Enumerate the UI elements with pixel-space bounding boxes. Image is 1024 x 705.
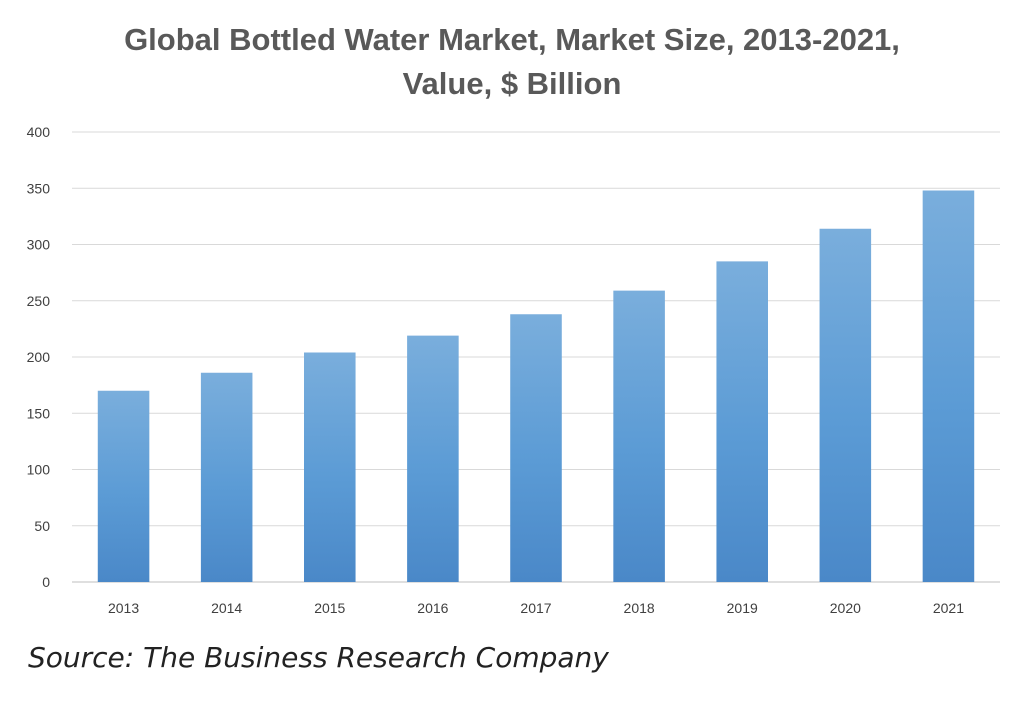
y-tick-label: 50 [34, 518, 50, 534]
bar-2013 [97, 390, 150, 582]
y-tick-label: 400 [27, 124, 51, 140]
source-note: Source: The Business Research Company [28, 641, 609, 674]
y-tick-label: 300 [27, 237, 51, 253]
x-tick-label: 2019 [727, 600, 758, 616]
y-tick-label: 200 [27, 349, 51, 365]
y-tick-label: 150 [27, 405, 51, 421]
x-tick-label: 2013 [108, 600, 139, 616]
y-tick-label: 100 [27, 462, 51, 478]
y-tick-label: 350 [27, 180, 51, 196]
bar-2018 [613, 290, 665, 582]
y-axis-tick-labels: 0 50 100 150 200 250 300 350 400 [27, 124, 51, 590]
y-tick-label: 0 [42, 574, 50, 590]
bar-2016 [407, 335, 459, 582]
x-tick-label: 2016 [417, 600, 448, 616]
x-tick-label: 2018 [624, 600, 655, 616]
x-axis-tick-labels: 2013 2014 2015 2016 2017 2018 2019 2020 2021 [108, 600, 964, 616]
x-tick-label: 2015 [314, 600, 345, 616]
x-tick-label: 2014 [211, 600, 242, 616]
chart-title: Global Bottled Water Market, Market Size… [124, 22, 900, 101]
bar-2021 [922, 190, 975, 582]
x-tick-label: 2020 [830, 600, 861, 616]
x-tick-label: 2017 [520, 600, 551, 616]
bars [97, 190, 975, 582]
x-tick-label: 2021 [933, 600, 964, 616]
y-tick-label: 250 [27, 293, 51, 309]
bar-2020 [819, 228, 872, 582]
bar-2014 [200, 372, 253, 582]
bar-2017 [510, 314, 562, 582]
bar-2019 [716, 261, 768, 582]
bar-2015 [304, 352, 356, 582]
